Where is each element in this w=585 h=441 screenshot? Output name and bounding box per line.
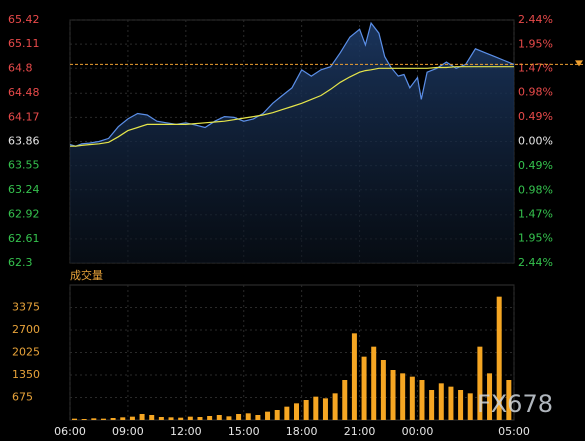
volume-bar — [342, 380, 348, 420]
volume-bar — [477, 346, 483, 420]
watermark: FX678 — [477, 390, 553, 418]
volume-bar — [429, 390, 435, 420]
volume-bar — [467, 393, 473, 420]
y-tick-label: 3375 — [12, 301, 40, 314]
volume-bar — [419, 380, 425, 420]
volume-bar — [274, 410, 280, 420]
y2-tick-label: 0.98% — [518, 183, 553, 196]
volume-bar — [187, 416, 193, 420]
volume-bar — [72, 418, 77, 420]
volume-bar — [178, 417, 184, 420]
series-line — [69, 21, 515, 147]
y2-tick-label: 0.98% — [518, 86, 553, 99]
volume-bar — [207, 416, 213, 420]
volume-title: 成交量 — [70, 268, 103, 282]
y-tick-label: 65.11 — [8, 37, 40, 50]
volume-bar — [81, 419, 87, 420]
volume-bar — [390, 370, 396, 420]
x-tick-label: 15:00 — [228, 425, 260, 438]
volume-bar — [226, 416, 232, 420]
y-tick-label: 1350 — [12, 368, 40, 381]
volume-bar — [91, 418, 97, 420]
volume-bar — [322, 398, 328, 420]
volume-bar — [236, 414, 242, 420]
volume-bar — [139, 414, 145, 420]
y2-tick-label: 0.49% — [518, 110, 553, 123]
volume-bar — [168, 417, 174, 420]
y-tick-label: 63.86 — [8, 135, 40, 148]
volume-bar — [129, 416, 135, 420]
volume-bar — [216, 415, 222, 420]
volume-bar — [438, 383, 444, 420]
volume-bar — [332, 393, 338, 420]
y2-tick-label: 1.47% — [518, 61, 553, 74]
x-tick-label: 00:00 — [402, 425, 434, 438]
x-tick-label: 05:00 — [498, 425, 530, 438]
volume-bar — [255, 415, 261, 420]
volume-bar — [149, 415, 155, 420]
x-tick-label: 21:00 — [344, 425, 376, 438]
volume-bar — [294, 403, 299, 420]
y2-tick-label: 1.95% — [518, 232, 553, 245]
y-tick-label: 2025 — [12, 346, 40, 359]
volume-bar — [458, 390, 464, 420]
y-tick-label: 675 — [12, 391, 33, 404]
volume-bar — [380, 360, 386, 420]
volume-bar — [487, 373, 493, 420]
y2-tick-label: 0.49% — [518, 159, 553, 172]
series-line — [70, 66, 514, 147]
volume-bar — [409, 376, 415, 420]
volume-bar — [351, 333, 357, 420]
volume-bar — [197, 417, 203, 420]
volume-bar — [158, 417, 164, 420]
volume-bar — [448, 386, 454, 420]
y-tick-label: 64.8 — [8, 61, 33, 74]
volume-bar — [120, 417, 126, 420]
y-tick-label: 62.3 — [8, 256, 33, 269]
y-tick-label: 65.42 — [8, 13, 40, 26]
volume-bar — [100, 418, 106, 420]
volume-bar — [496, 296, 502, 420]
y-tick-label: 63.55 — [8, 159, 40, 172]
x-tick-label: 06:00 — [54, 425, 86, 438]
y2-tick-label: 2.44% — [518, 256, 553, 269]
last-price-marker — [575, 60, 583, 67]
x-tick-label: 09:00 — [112, 425, 144, 438]
volume-bar — [313, 396, 319, 420]
y2-tick-label: 1.47% — [518, 208, 553, 221]
volume-bar — [110, 418, 116, 420]
price-area — [70, 23, 514, 263]
y2-tick-label: 1.95% — [518, 37, 553, 50]
x-tick-label: 18:00 — [286, 425, 318, 438]
y-tick-label: 2700 — [12, 323, 40, 336]
volume-bar — [506, 380, 512, 420]
y-tick-label: 64.17 — [8, 110, 40, 123]
y2-tick-label: 2.44% — [518, 13, 553, 26]
x-tick-label: 12:00 — [170, 425, 202, 438]
volume-bar — [371, 346, 377, 420]
volume-bar — [245, 413, 251, 420]
y2-tick-label: 0.00% — [518, 135, 553, 148]
volume-bar — [284, 406, 290, 420]
y-tick-label: 64.48 — [8, 86, 40, 99]
y-tick-label: 62.61 — [8, 232, 40, 245]
y-tick-label: 62.92 — [8, 208, 40, 221]
volume-bar — [361, 356, 367, 420]
volume-bar — [265, 411, 271, 420]
y-tick-label: 63.24 — [8, 183, 40, 196]
volume-bar — [303, 400, 309, 420]
volume-bar — [400, 373, 406, 420]
